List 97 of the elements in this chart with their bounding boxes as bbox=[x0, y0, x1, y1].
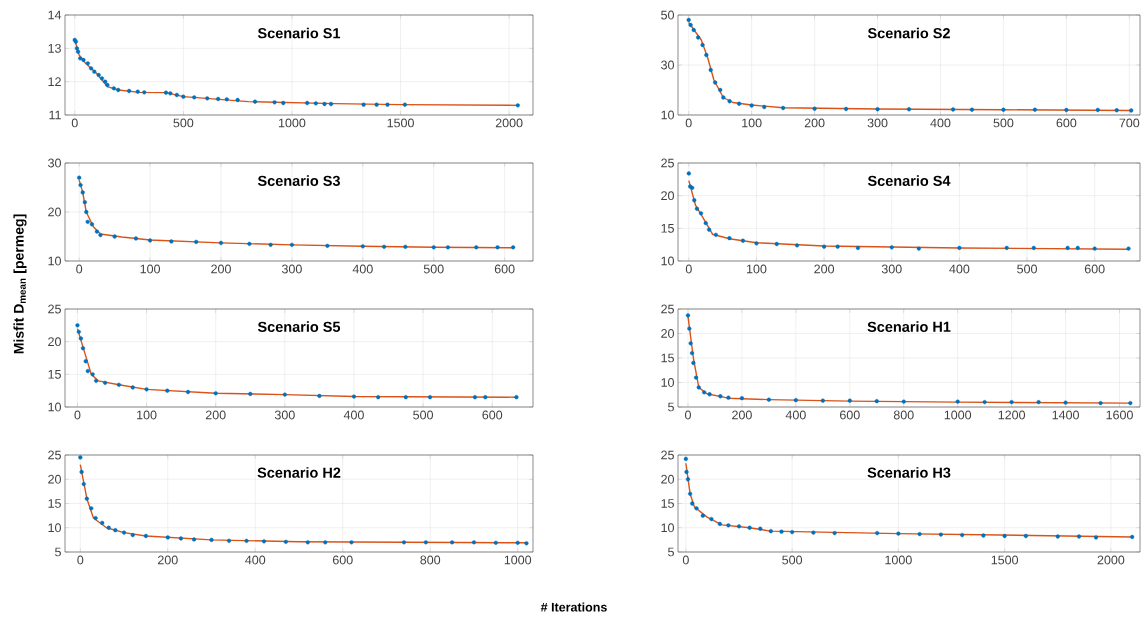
y-axis-title: Misfit D$_{mean}$ [permeg] bbox=[13, 214, 27, 354]
x-tick-label: 500 bbox=[782, 555, 803, 565]
x-tick-label: 700 bbox=[1119, 118, 1140, 128]
x-tick-label: 400 bbox=[352, 264, 373, 274]
x-tick-label: 400 bbox=[785, 410, 806, 420]
y-tick-label: 10 bbox=[48, 256, 61, 266]
x-tick-label: 600 bbox=[1084, 264, 1105, 274]
x-tick-label: 500 bbox=[993, 118, 1014, 128]
y-tick-label: 5 bbox=[668, 402, 674, 412]
x-tick-label: 200 bbox=[732, 410, 752, 420]
x-tick-label: 600 bbox=[332, 555, 353, 565]
text: Scenario S4 bbox=[867, 175, 951, 186]
y-tick-label: 15 bbox=[48, 369, 61, 379]
x-tick-label: 0 bbox=[685, 118, 692, 128]
x-tick-label: 100 bbox=[742, 118, 762, 128]
x-tick-label: 2000 bbox=[495, 118, 523, 128]
y-tick-label: 25 bbox=[48, 304, 61, 314]
x-tick-label: 0 bbox=[71, 118, 78, 128]
x-tick-label: 400 bbox=[245, 555, 266, 565]
text: Scenario H1 bbox=[867, 321, 951, 332]
x-tick-label: 400 bbox=[930, 118, 951, 128]
x-tick-label: 2000 bbox=[1097, 555, 1125, 565]
x-tick-label: 1500 bbox=[387, 118, 414, 128]
text: Scenario H3 bbox=[867, 467, 951, 478]
text: Scenario S3 bbox=[257, 175, 340, 186]
x-tick-label: 1400 bbox=[1052, 410, 1079, 420]
y-tick-label: 14 bbox=[48, 10, 62, 20]
x-tick-label: 0 bbox=[76, 264, 83, 274]
x-tick-label: 200 bbox=[804, 118, 825, 128]
x-tick-label: 0 bbox=[685, 410, 691, 420]
x-tick-label: 300 bbox=[867, 118, 888, 128]
y-tick-label: 11 bbox=[49, 110, 61, 120]
y-tick-label: 13 bbox=[48, 43, 61, 53]
x-tick-label: 1000 bbox=[504, 555, 532, 565]
x-tick-label: 400 bbox=[343, 410, 364, 420]
y-tick-label: 50 bbox=[661, 10, 674, 20]
y-tick-label: 15 bbox=[661, 223, 674, 233]
x-tick-label: 100 bbox=[137, 410, 157, 420]
x-tick-label: 1200 bbox=[998, 410, 1026, 420]
y-tick-label: 25 bbox=[661, 158, 674, 168]
x-tick-label: 100 bbox=[747, 264, 767, 274]
x-tick-label: 200 bbox=[814, 264, 835, 274]
x-tick-label: 1000 bbox=[944, 410, 972, 420]
x-tick-label: 600 bbox=[840, 410, 860, 420]
x-tick-label: 600 bbox=[494, 264, 515, 274]
y-tick-label: 20 bbox=[48, 207, 61, 217]
y-tick-label: 10 bbox=[661, 378, 674, 387]
text: Scenario S2 bbox=[867, 27, 950, 39]
x-axis-title: # Iterations bbox=[540, 602, 607, 612]
x-tick-label: 0 bbox=[74, 410, 81, 420]
y-tick-label: 5 bbox=[668, 547, 674, 557]
x-tick-label: 800 bbox=[420, 555, 441, 565]
y-tick-label: 25 bbox=[48, 450, 61, 460]
x-tick-label: 600 bbox=[482, 410, 503, 420]
y-tick-label: 15 bbox=[661, 499, 674, 508]
y-tick-label: 20 bbox=[48, 337, 61, 347]
y-tick-label: 10 bbox=[661, 110, 674, 120]
x-tick-label: 500 bbox=[423, 264, 444, 274]
x-tick-label: 1000 bbox=[885, 555, 912, 565]
x-tick-label: 300 bbox=[281, 264, 302, 274]
x-tick-label: 200 bbox=[211, 264, 231, 274]
x-tick-label: 500 bbox=[413, 410, 434, 420]
x-tick-label: 100 bbox=[140, 264, 161, 274]
y-tick-label: 10 bbox=[661, 256, 674, 266]
x-tick-label: 1000 bbox=[278, 118, 306, 128]
x-tick-label: 0 bbox=[682, 555, 689, 565]
text: Scenario H2 bbox=[257, 467, 341, 478]
x-tick-label: 1500 bbox=[991, 555, 1019, 565]
y-tick-label: 15 bbox=[48, 499, 61, 508]
x-tick-label: 600 bbox=[1056, 118, 1077, 128]
y-tick-label: 5 bbox=[55, 547, 61, 557]
x-tick-label: 800 bbox=[893, 410, 914, 420]
y-tick-label: 15 bbox=[661, 353, 674, 363]
x-tick-label: 400 bbox=[949, 264, 970, 274]
y-tick-label: 20 bbox=[661, 191, 674, 201]
x-tick-label: 300 bbox=[274, 410, 295, 420]
text: Scenario S5 bbox=[257, 321, 341, 332]
x-tick-label: 300 bbox=[881, 264, 902, 274]
y-tick-label: 12 bbox=[48, 77, 61, 87]
x-tick-label: 200 bbox=[205, 410, 226, 420]
y-tick-label: 20 bbox=[661, 329, 674, 338]
x-tick-label: 0 bbox=[685, 264, 692, 274]
y-tick-label: 30 bbox=[661, 60, 674, 70]
x-tick-label: 500 bbox=[1017, 264, 1037, 274]
x-tick-label: 500 bbox=[173, 118, 194, 128]
x-tick-label: 1600 bbox=[1106, 410, 1133, 420]
x-tick-label: 200 bbox=[157, 555, 178, 565]
y-tick-label: 25 bbox=[661, 450, 674, 460]
y-tick-label: 10 bbox=[48, 402, 61, 412]
y-tick-label: 10 bbox=[48, 523, 61, 533]
x-tick-label: 0 bbox=[77, 555, 84, 565]
y-tick-label: 20 bbox=[48, 474, 61, 484]
y-tick-label: 30 bbox=[48, 158, 61, 168]
y-tick-label: 25 bbox=[661, 304, 674, 314]
y-tick-label: 20 bbox=[661, 474, 674, 484]
y-tick-label: 10 bbox=[661, 523, 674, 533]
text: Scenario S1 bbox=[257, 27, 341, 39]
